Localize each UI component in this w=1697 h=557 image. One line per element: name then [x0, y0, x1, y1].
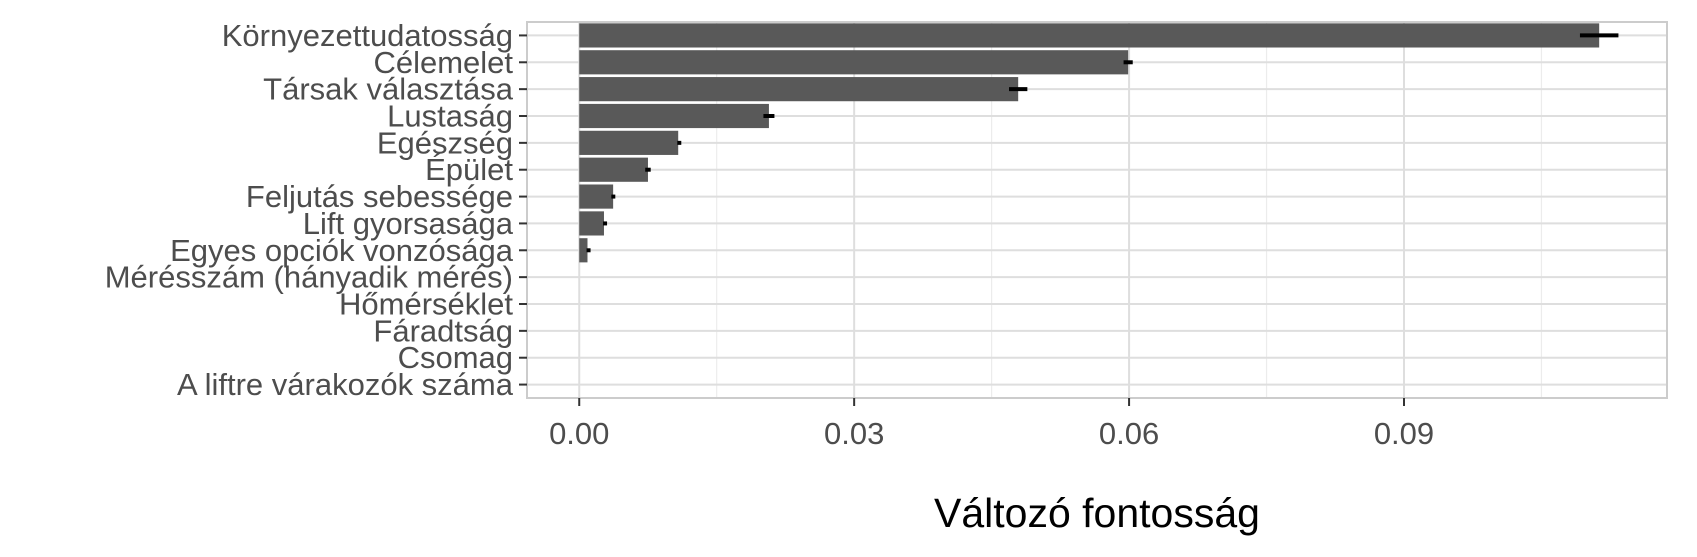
bar — [579, 211, 604, 236]
bar — [579, 130, 679, 155]
x-tick-label: 0.09 — [1374, 416, 1434, 451]
y-tick-label: A liftre várakozók száma — [177, 367, 514, 402]
bar — [579, 157, 648, 182]
y-tick-label: Egészség — [377, 125, 513, 160]
bar — [579, 50, 1129, 75]
x-axis-labels: 0.00 0.03 0.06 0.09 — [549, 416, 1434, 451]
y-tick-label: Feljutás sebessége — [246, 179, 513, 214]
x-tick-label: 0.06 — [1099, 416, 1159, 451]
x-tick-label: 0.03 — [824, 416, 884, 451]
error-bars — [586, 33, 1619, 253]
panel-border — [526, 21, 1668, 399]
bar — [579, 184, 614, 209]
y-tick-label: Épület — [425, 152, 513, 187]
y-tick-label: Csomag — [398, 340, 513, 375]
y-tick-label: Lift gyorsasága — [303, 206, 514, 241]
bar — [579, 103, 769, 129]
x-axis-title: Változó fontosság — [934, 490, 1260, 536]
x-tick-label: 0.00 — [549, 416, 609, 451]
bars — [579, 23, 1600, 263]
y-tick-label: Mérésszám (hányadik mérés) — [105, 260, 513, 295]
y-tick-label: Egyes opciók vonzósága — [170, 233, 514, 268]
bar — [579, 238, 588, 263]
bar — [579, 77, 1019, 102]
y-tick-label: Környezettudatosság — [222, 18, 513, 53]
bar — [579, 23, 1600, 48]
y-tick-label: Célemelet — [373, 45, 513, 80]
y-tick-label: Hőmérséklet — [339, 287, 513, 322]
y-tick-label: Lustaság — [387, 99, 513, 134]
y-axis-ticks — [519, 34, 527, 386]
y-tick-label: Társak választása — [263, 72, 514, 107]
y-tick-label: Fáradtság — [373, 313, 513, 348]
x-axis-ticks — [578, 398, 1405, 406]
